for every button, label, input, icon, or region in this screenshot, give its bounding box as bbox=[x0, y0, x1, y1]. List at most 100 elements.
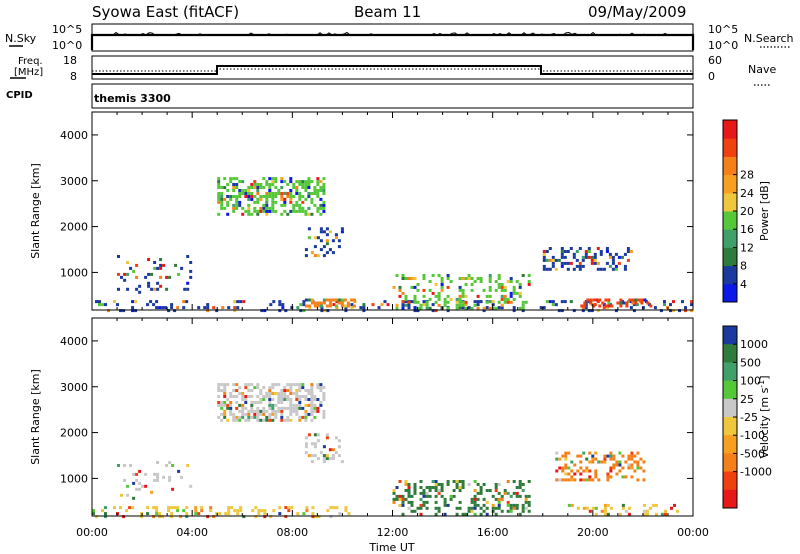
power-cell bbox=[479, 280, 483, 283]
velocity-cell bbox=[131, 506, 135, 510]
velocity-cell bbox=[573, 478, 577, 482]
velocity-cell bbox=[247, 409, 251, 413]
power-cell bbox=[407, 303, 411, 307]
power-cell bbox=[319, 212, 323, 216]
velocity-cell bbox=[325, 457, 329, 461]
velocity-cell bbox=[113, 506, 116, 510]
velocity-frame bbox=[91, 317, 694, 517]
power-cell bbox=[340, 298, 344, 302]
velocity-cell bbox=[271, 412, 275, 416]
power-cell bbox=[416, 288, 420, 292]
power-cell bbox=[551, 303, 555, 307]
power-cell bbox=[440, 283, 444, 286]
velocity-cell bbox=[588, 451, 592, 455]
power-ylabel: Slant Range [km] bbox=[29, 163, 42, 259]
power-cell bbox=[542, 258, 546, 262]
power-cell bbox=[500, 288, 504, 292]
power-cell bbox=[479, 277, 483, 280]
velocity-cell bbox=[503, 491, 507, 495]
power-cell bbox=[301, 206, 305, 210]
velocity-cell bbox=[627, 457, 631, 461]
velocity-cell bbox=[413, 489, 417, 492]
velocity-cell bbox=[485, 500, 489, 504]
velocity-cell bbox=[636, 478, 640, 482]
velocity-cell bbox=[618, 451, 622, 455]
power-cell bbox=[581, 255, 585, 259]
power-cell bbox=[117, 272, 120, 276]
power-cell bbox=[500, 283, 504, 286]
velocity-cell bbox=[561, 466, 565, 470]
velocity-cell bbox=[238, 386, 242, 390]
velocity-cell bbox=[179, 515, 183, 519]
velocity-cell bbox=[283, 386, 287, 390]
velocity-cell bbox=[295, 406, 299, 410]
power-cell bbox=[278, 303, 282, 307]
power-x-ticks bbox=[91, 112, 694, 310]
velocity-cell bbox=[232, 395, 236, 398]
velocity-cell bbox=[561, 469, 565, 473]
power-cell bbox=[286, 183, 290, 186]
velocity-cell bbox=[284, 515, 288, 519]
power-cell bbox=[401, 306, 405, 310]
power-cell bbox=[482, 309, 486, 313]
power-cell bbox=[362, 303, 366, 307]
power-cell bbox=[235, 206, 239, 210]
velocity-cell bbox=[280, 415, 284, 419]
power-cell bbox=[584, 250, 588, 253]
power-cell bbox=[410, 285, 414, 289]
velocity-cell bbox=[256, 383, 260, 387]
power-cell bbox=[563, 255, 567, 259]
velocity-cell bbox=[422, 494, 426, 498]
power-cell bbox=[380, 303, 384, 307]
velocity-cell bbox=[392, 497, 396, 501]
velocity-cell bbox=[567, 472, 571, 476]
velocity-cell bbox=[244, 418, 248, 422]
power-cell bbox=[362, 306, 366, 310]
power-cell bbox=[319, 239, 323, 243]
power-cell bbox=[156, 287, 160, 291]
power-cell bbox=[253, 195, 257, 198]
power-cell bbox=[174, 263, 178, 267]
power-cell bbox=[560, 261, 564, 265]
power-cell bbox=[395, 303, 399, 307]
power-cell bbox=[506, 300, 510, 304]
power-cell bbox=[631, 301, 635, 305]
time-tick-label: 20:00 bbox=[577, 526, 609, 539]
velocity-cell bbox=[290, 506, 294, 510]
velocity-cell bbox=[209, 509, 213, 513]
power-cell bbox=[274, 200, 278, 204]
velocity-cell bbox=[295, 412, 299, 416]
velocity-cell bbox=[229, 401, 233, 404]
velocity-cell bbox=[229, 392, 233, 395]
velocity-cell bbox=[217, 401, 221, 404]
velocity-cell bbox=[325, 433, 329, 437]
power-cell bbox=[217, 186, 221, 189]
velocity-cell bbox=[434, 494, 438, 498]
velocity-cell bbox=[307, 412, 311, 416]
velocity-cell bbox=[452, 489, 456, 492]
power-cell bbox=[437, 291, 441, 295]
power-cell bbox=[590, 261, 594, 265]
velocity-cell bbox=[431, 486, 435, 489]
power-cell bbox=[226, 203, 230, 207]
power-cell bbox=[165, 287, 169, 291]
velocity-cell bbox=[274, 383, 278, 387]
velocity-cell bbox=[156, 472, 160, 476]
velocity-cell bbox=[621, 475, 625, 479]
velocity-cell bbox=[443, 503, 447, 507]
power-cell bbox=[611, 267, 615, 271]
power-cell bbox=[422, 303, 426, 307]
power-cell bbox=[446, 285, 450, 289]
velocity-cell bbox=[404, 480, 408, 483]
velocity-cell bbox=[316, 398, 320, 401]
velocity-cell bbox=[310, 406, 314, 410]
power-cell bbox=[542, 306, 546, 310]
power-cell bbox=[566, 267, 570, 271]
power-cell bbox=[177, 272, 181, 276]
velocity-cell bbox=[407, 483, 411, 486]
velocity-cell bbox=[344, 506, 348, 510]
power-cell bbox=[164, 306, 168, 310]
power-cell bbox=[253, 200, 257, 204]
velocity-cell bbox=[311, 515, 315, 519]
velocity-cell bbox=[422, 500, 426, 504]
